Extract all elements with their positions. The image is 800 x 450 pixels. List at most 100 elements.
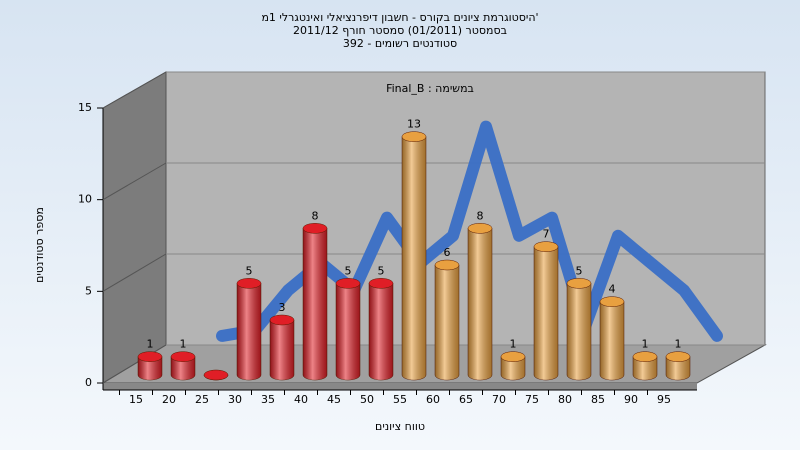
value-label: 5 bbox=[246, 264, 253, 277]
x-tick-label: 55 bbox=[393, 393, 407, 406]
value-label: 7 bbox=[543, 228, 550, 241]
bar-shine bbox=[237, 283, 261, 380]
bar-top bbox=[467, 223, 493, 234]
value-label: 8 bbox=[477, 209, 484, 222]
y-tick-label: 5 bbox=[85, 284, 92, 297]
y-axis-label: מספר סטודנטים bbox=[33, 207, 46, 283]
title-line: בסמסטר (01/2011) סמסטר חורף 2011/12 bbox=[293, 24, 507, 37]
bar bbox=[137, 351, 163, 381]
bar-top bbox=[170, 351, 196, 362]
bar-shine bbox=[468, 228, 492, 380]
x-tick-label: 25 bbox=[195, 393, 209, 406]
bar bbox=[236, 278, 262, 381]
x-tick-label: 60 bbox=[426, 393, 440, 406]
value-label: 1 bbox=[642, 338, 649, 351]
y-tick-label: 0 bbox=[85, 376, 92, 389]
bar bbox=[533, 241, 559, 381]
x-tick-label: 35 bbox=[261, 393, 275, 406]
value-label: 1 bbox=[510, 338, 517, 351]
bar bbox=[566, 278, 592, 381]
value-label: 4 bbox=[609, 283, 616, 296]
bar bbox=[203, 369, 229, 381]
y-tick-label: 10 bbox=[78, 193, 92, 206]
grid-line bbox=[102, 162, 167, 201]
x-tick-label: 70 bbox=[492, 393, 506, 406]
bar-shine bbox=[666, 356, 690, 380]
x-tick-label: 65 bbox=[459, 393, 473, 406]
bar-shine bbox=[633, 356, 657, 380]
bar-top bbox=[632, 351, 658, 362]
value-label: 1 bbox=[675, 338, 682, 351]
x-tick-label: 40 bbox=[294, 393, 308, 406]
x-tick-label: 50 bbox=[360, 393, 374, 406]
bar-shine bbox=[567, 283, 591, 380]
value-label: 8 bbox=[312, 209, 319, 222]
bar-top bbox=[335, 278, 361, 289]
bar bbox=[401, 131, 427, 381]
bar-shine bbox=[534, 246, 558, 380]
bar-top bbox=[203, 369, 229, 381]
bar-shine bbox=[369, 283, 393, 380]
bar-top bbox=[533, 241, 559, 252]
title-line: 392 - סטודנטים רשומים bbox=[343, 37, 457, 50]
bar bbox=[500, 351, 526, 381]
grid-line bbox=[102, 344, 167, 384]
title-line: היסטוגרמת ציונים בקורס - חשבון דיפרנציאל… bbox=[261, 11, 538, 24]
bar-top bbox=[302, 223, 328, 234]
x-tick-label: 30 bbox=[228, 393, 242, 406]
value-label: 5 bbox=[576, 264, 583, 277]
bar bbox=[302, 223, 328, 381]
x-tick-label: 95 bbox=[657, 393, 671, 406]
annotation: Final_B : במשימה bbox=[386, 82, 474, 95]
bar bbox=[467, 223, 493, 381]
bar-shine bbox=[138, 356, 162, 380]
value-label: 5 bbox=[345, 264, 352, 277]
value-label: 1 bbox=[147, 338, 154, 351]
value-label: 3 bbox=[279, 301, 286, 314]
x-tick-label: 20 bbox=[162, 393, 176, 406]
value-label: 1 bbox=[180, 338, 187, 351]
bar-top bbox=[236, 278, 262, 289]
y-tick-label: 15 bbox=[78, 101, 92, 114]
value-label: 6 bbox=[444, 246, 451, 259]
bar-shine bbox=[600, 301, 624, 380]
x-axis-label: טווח ציונים bbox=[375, 420, 425, 433]
floor-edge bbox=[103, 383, 697, 390]
bar bbox=[368, 278, 394, 381]
bar-top bbox=[566, 278, 592, 289]
x-tick-label: 80 bbox=[558, 393, 572, 406]
x-tick-label: 75 bbox=[525, 393, 539, 406]
bar-top bbox=[401, 131, 427, 142]
bar bbox=[665, 351, 691, 381]
bar bbox=[599, 296, 625, 381]
bar bbox=[632, 351, 658, 381]
bar-top bbox=[434, 259, 460, 271]
x-tick-label: 15 bbox=[129, 393, 143, 406]
x-tick-label: 45 bbox=[327, 393, 341, 406]
bar-shine bbox=[303, 228, 327, 380]
bar bbox=[434, 259, 460, 381]
bar-shine bbox=[270, 320, 294, 380]
bar-shine bbox=[171, 356, 195, 380]
bar-top bbox=[599, 296, 625, 307]
bar-top bbox=[368, 278, 394, 289]
bar-shine bbox=[402, 136, 426, 380]
floor bbox=[101, 344, 767, 384]
grid-line bbox=[102, 71, 167, 109]
bar-shine bbox=[501, 356, 525, 380]
value-label: 5 bbox=[378, 264, 385, 277]
bar bbox=[170, 351, 196, 381]
bar-top bbox=[269, 314, 295, 326]
value-label: 13 bbox=[407, 118, 421, 131]
bar-top bbox=[500, 351, 526, 362]
bar bbox=[335, 278, 361, 381]
bar-top bbox=[137, 351, 163, 362]
bar-shine bbox=[336, 283, 360, 380]
bar-shine bbox=[435, 265, 459, 380]
grid-line bbox=[102, 253, 167, 292]
bar bbox=[269, 314, 295, 381]
bar-top bbox=[665, 351, 691, 362]
x-tick-label: 85 bbox=[591, 393, 605, 406]
side-wall bbox=[102, 71, 167, 384]
